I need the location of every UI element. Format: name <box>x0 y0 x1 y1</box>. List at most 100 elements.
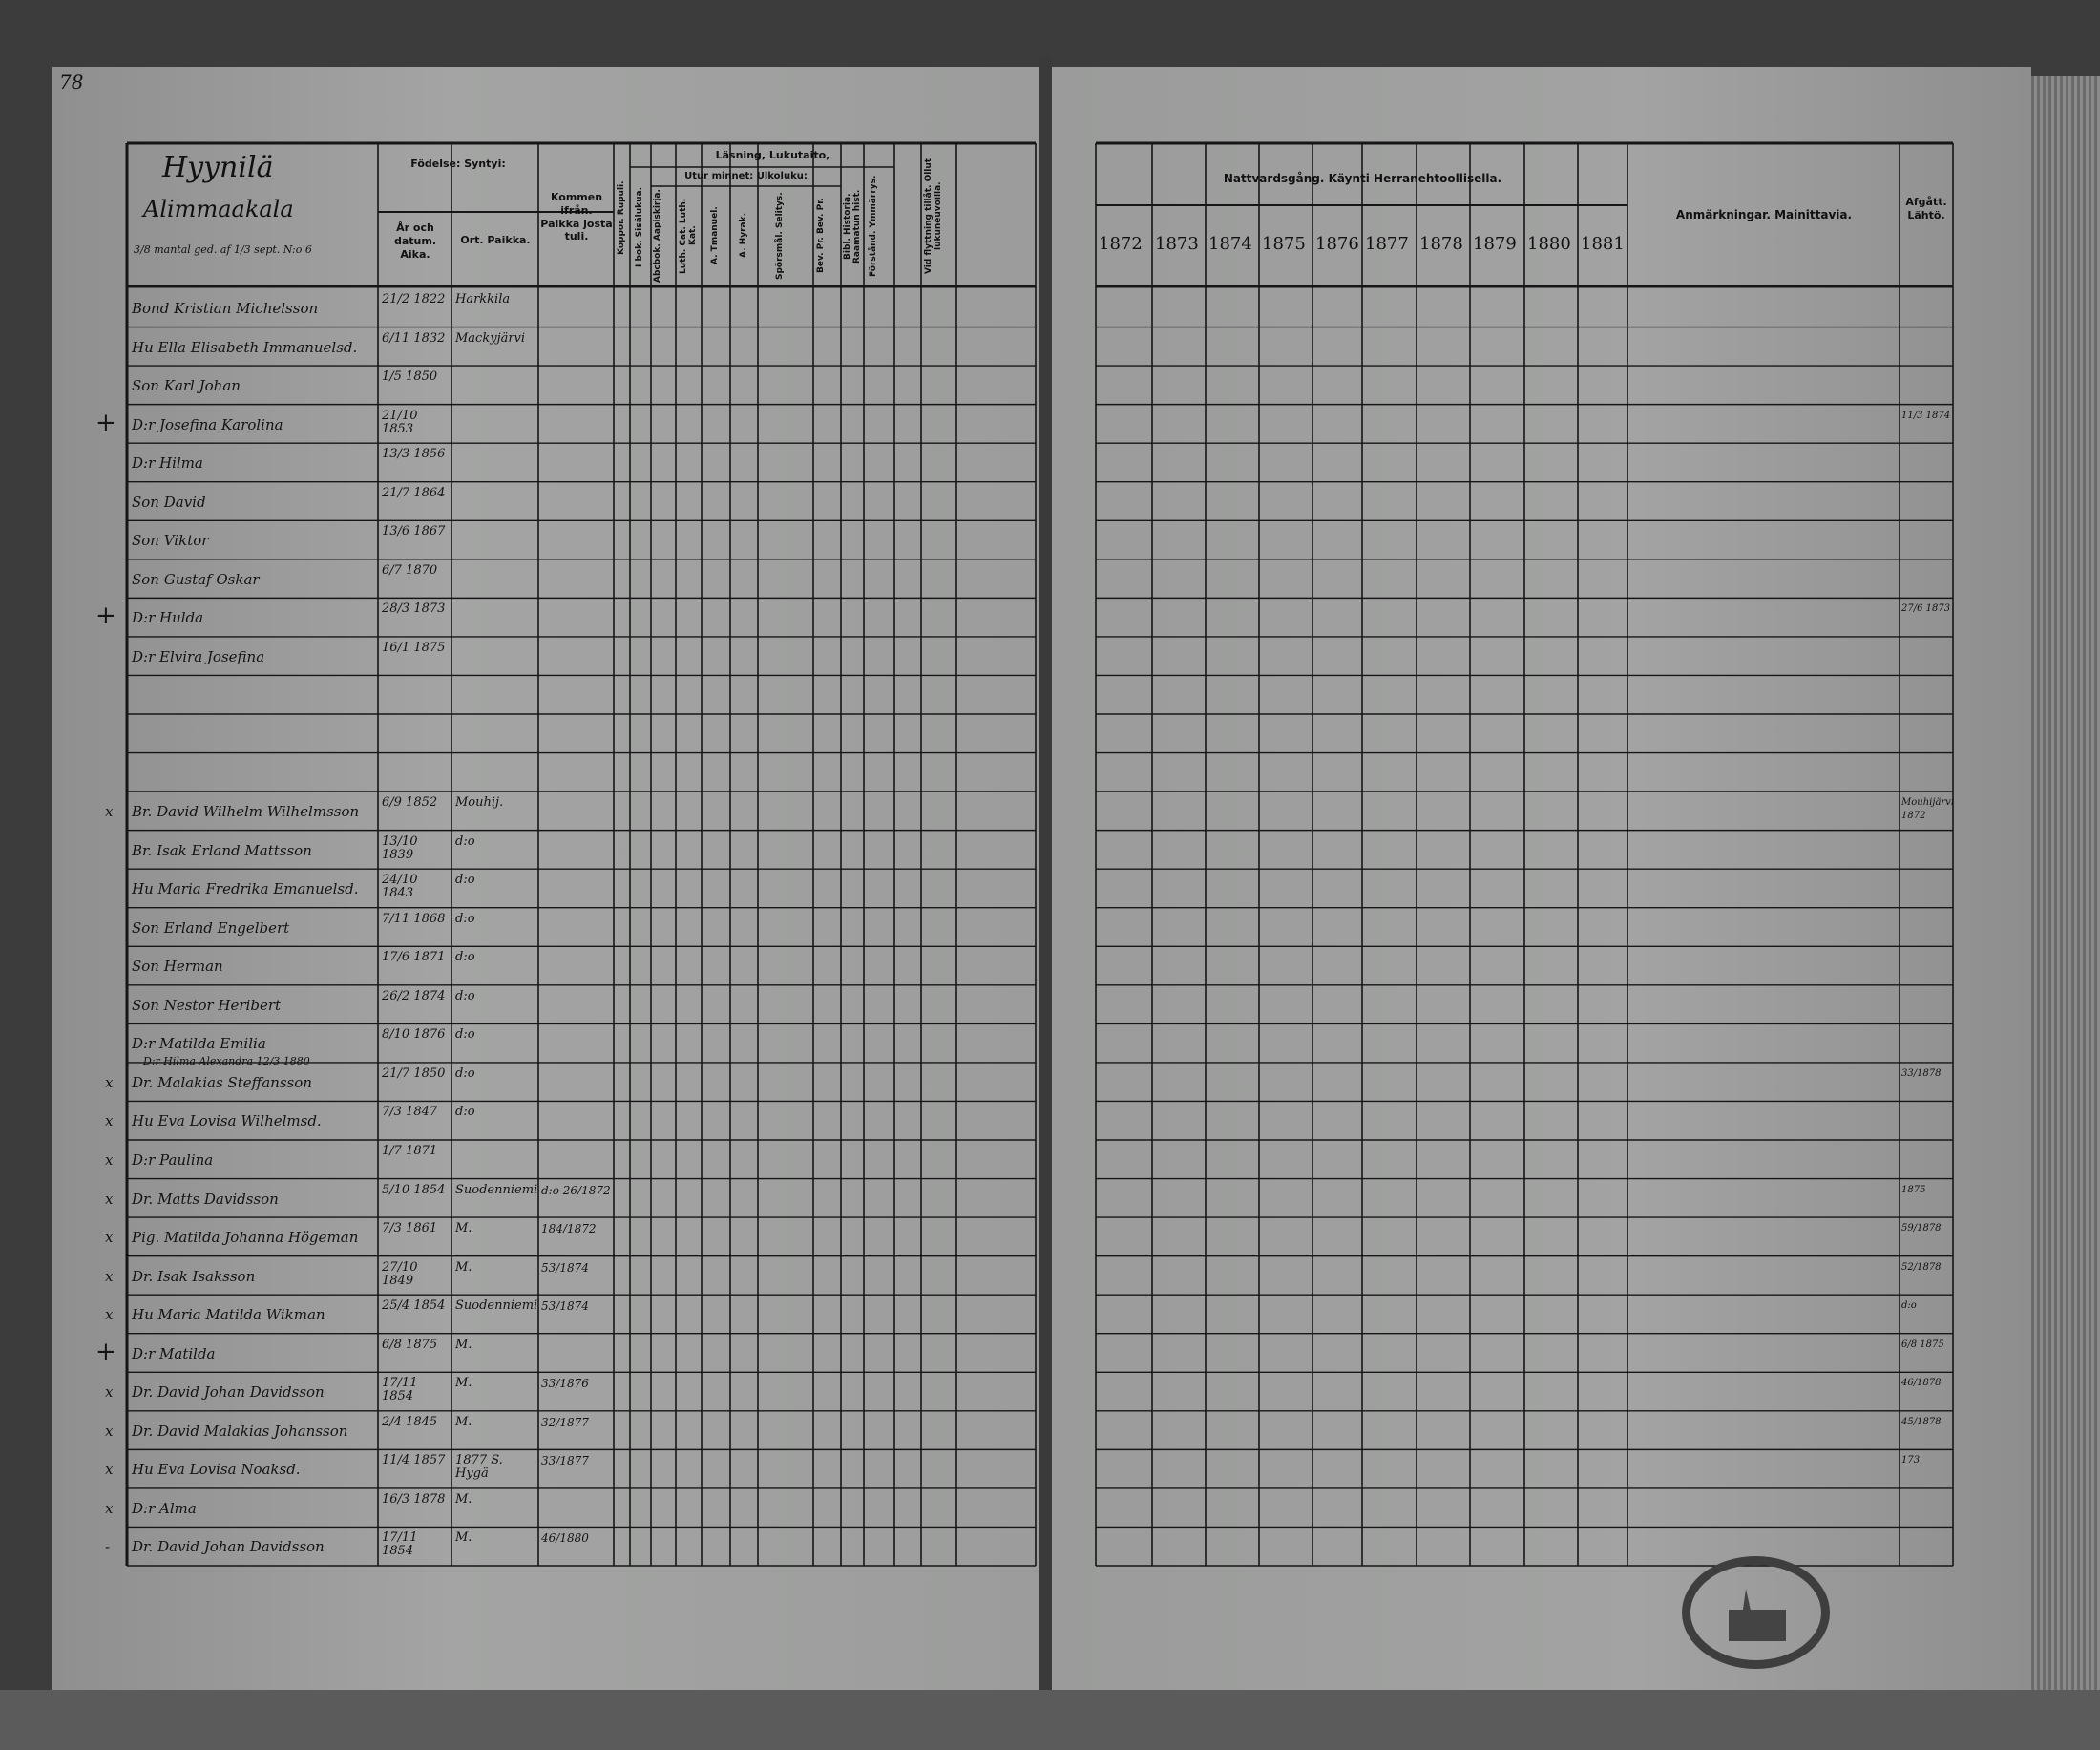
birth-year-header: År och datum. Aika. <box>393 221 437 261</box>
birth-date: 21/7 1864 <box>382 485 446 500</box>
departed-value: 6/8 1875 <box>1901 1339 1944 1350</box>
person-name: Son Herman <box>132 958 223 976</box>
birth-date: 6/8 1875 <box>382 1337 438 1352</box>
moved-from: 46/1880 <box>541 1531 589 1546</box>
person-name: Pig. Matilda Johanna Högeman <box>132 1229 359 1247</box>
birth-date: 1/7 1871 <box>382 1144 438 1158</box>
birth-date: 1/5 1850 <box>382 369 438 385</box>
communion-year-1873: 1873 <box>1155 234 1199 254</box>
communion-year-1879: 1879 <box>1473 234 1517 254</box>
birth-place: d:o <box>455 911 475 926</box>
birth-date: 6/7 1870 <box>382 562 438 578</box>
birth-date: 16/1 1875 <box>382 640 446 655</box>
communion-year-1880: 1880 <box>1527 234 1571 254</box>
moved-from-header: Kommen ifrån. Paikka josta tuli. <box>540 191 613 243</box>
person-name: D:r Paulina <box>132 1151 214 1169</box>
left-page <box>52 67 1045 1690</box>
birth-date: 21/10 1853 <box>382 408 418 436</box>
birth-date: 7/11 1868 <box>382 911 446 926</box>
bible-history-header: Bibl. Historia. Raamatun hist. <box>843 189 862 264</box>
departed-value: 59/1878 <box>1901 1223 1942 1234</box>
farm-name: Alimmaakala <box>143 196 294 222</box>
parish-stamp <box>1682 1556 1830 1669</box>
person-name: D:r Josefina Karolina <box>132 415 284 433</box>
margin-marker: - <box>105 1538 111 1556</box>
moved-from: 53/1874 <box>541 1299 589 1314</box>
person-name: Dr. Malakias Steffansson <box>132 1073 312 1091</box>
person-name: Dr. David Johan Davidsson <box>132 1383 325 1402</box>
communion-year-1877: 1877 <box>1365 234 1409 254</box>
communion-year-1881: 1881 <box>1581 234 1625 254</box>
person-name: Son Nestor Heribert <box>132 996 282 1014</box>
person-name: D:r Matilda Emilia <box>132 1035 266 1053</box>
person-name: Son Gustaf Oskar <box>132 570 260 588</box>
birth-date: 28/3 1873 <box>382 601 446 617</box>
birth-place: M. <box>455 1337 472 1352</box>
by-heart-header: Utur minnet: Ulkoluku: <box>684 171 808 181</box>
birth-place: d:o <box>455 873 475 888</box>
person-name: Hu Maria Matilda Wikman <box>132 1306 326 1324</box>
birth-date: 7/3 1861 <box>382 1221 438 1236</box>
birth-header: Födelse: Syntyi: <box>410 158 506 170</box>
margin-marker: x <box>105 803 114 821</box>
birth-place: M. <box>455 1530 472 1546</box>
birth-date: 24/10 1843 <box>382 873 418 901</box>
page-edges <box>2031 76 2100 1690</box>
birth-place: M. <box>455 1491 472 1507</box>
birth-date: 13/6 1867 <box>382 524 446 539</box>
scan-border <box>0 1690 2100 1750</box>
remarks-header: Anmärkningar. Mainittavia. <box>1675 208 1853 221</box>
birth-date: 6/9 1852 <box>382 795 438 811</box>
birth-date: 7/3 1847 <box>382 1105 438 1120</box>
communion-year-1872: 1872 <box>1099 234 1143 254</box>
farm-note: 3/8 mantal ged. af 1/3 sept. N:o 6 <box>134 243 312 256</box>
birth-date: 5/10 1854 <box>382 1182 446 1197</box>
birth-place: M. <box>455 1414 472 1429</box>
margin-marker: x <box>105 1112 114 1130</box>
moving-permit-header: Vid flyttning tillåt. Ollut lukuneuvoill… <box>924 158 943 274</box>
departed-header: Afgått. Lähtö. <box>1905 196 1947 221</box>
book-gutter <box>1039 57 1052 1695</box>
insert-note: D:r Hilma Alexandra 12/3 1880 <box>143 1055 310 1067</box>
smallpox-header: Koppor. Rupuli. <box>617 180 626 255</box>
birth-date: 17/11 1854 <box>382 1530 418 1559</box>
birth-place: 1877 S. Hygä <box>455 1453 503 1482</box>
margin-marker: x <box>105 1306 114 1324</box>
person-name: Hu Ella Elisabeth Immanuelsd. <box>132 338 358 356</box>
birth-place: M. <box>455 1376 472 1391</box>
birth-place: d:o <box>455 1065 475 1081</box>
margin-marker: + <box>95 601 116 631</box>
departed-value: 52/1878 <box>1901 1261 1942 1273</box>
right-page <box>1048 67 2031 1690</box>
birth-date: 11/4 1857 <box>382 1453 446 1468</box>
village-name: Hyynilä <box>162 151 274 184</box>
person-name: Son Erland Engelbert <box>132 918 290 937</box>
margin-marker: + <box>95 1337 116 1366</box>
person-name: Br. Isak Erland Mattsson <box>132 841 312 859</box>
birth-place: Harkkila <box>455 292 511 306</box>
birth-date: 25/4 1854 <box>382 1298 446 1314</box>
margin-marker: x <box>105 1499 114 1517</box>
person-name: Dr. David Johan Davidsson <box>132 1538 325 1556</box>
birth-date: 2/4 1845 <box>382 1414 438 1429</box>
margin-marker: x <box>105 1422 114 1440</box>
birth-date: 17/11 1854 <box>382 1376 418 1404</box>
margin-marker: x <box>105 1461 114 1479</box>
birth-date: 26/2 1874 <box>382 988 446 1003</box>
moved-from: 33/1877 <box>541 1454 589 1468</box>
person-name: D:r Alma <box>132 1499 197 1517</box>
abc-book-header: Abcbok. Aapiskirja. <box>653 189 662 283</box>
birth-date: 13/10 1839 <box>382 833 418 862</box>
person-name: D:r Elvira Josefina <box>132 647 265 665</box>
person-name: Hu Eva Lovisa Wilhelmsd. <box>132 1112 322 1130</box>
person-name: Son Karl Johan <box>132 377 241 395</box>
birth-place: M. <box>455 1221 472 1236</box>
departed-value: 46/1878 <box>1901 1378 1942 1389</box>
catechism-header: Luth. Cat. Luth. Kat. <box>679 198 698 274</box>
birth-place: d:o <box>455 988 475 1003</box>
birth-date: 27/10 1849 <box>382 1259 418 1288</box>
departed-value: 45/1878 <box>1901 1416 1942 1427</box>
departed-value: 173 <box>1901 1455 1921 1466</box>
communion-header: Nattvardsgång. Käynti Herranehtoollisell… <box>1223 172 1502 185</box>
